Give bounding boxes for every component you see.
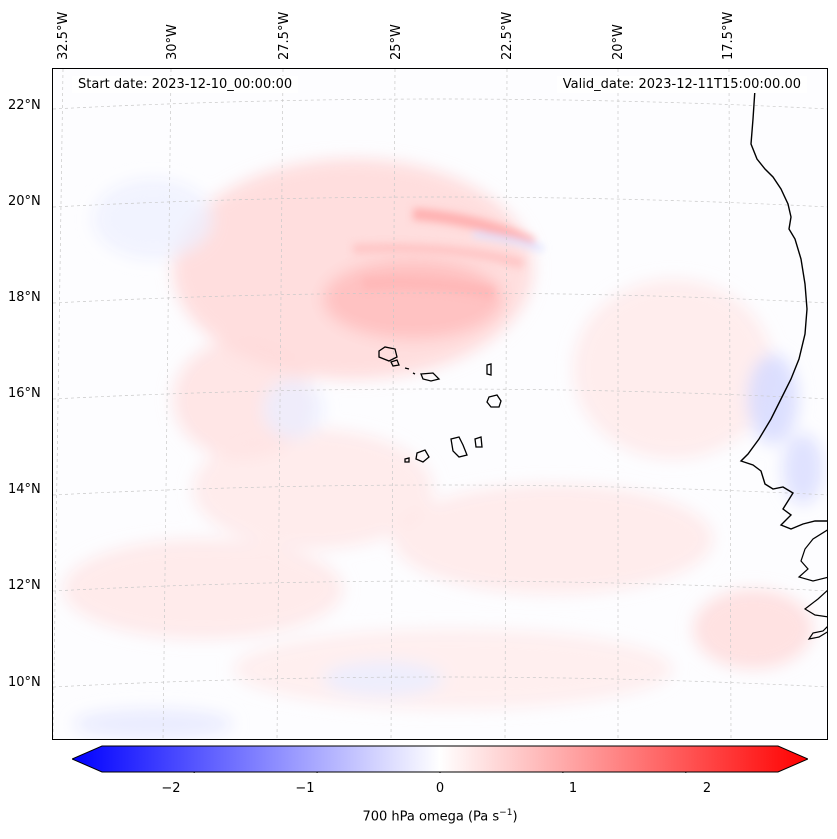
lon-label-4: 25°W bbox=[389, 24, 404, 60]
lon-label-3: 27.5°W bbox=[277, 11, 292, 60]
valid-date-label: Valid_date: 2023-12-11T15:00:00.00 bbox=[556, 76, 807, 93]
graticule bbox=[53, 69, 827, 739]
africa-coastline-south bbox=[797, 529, 827, 640]
lat-label-22: 22°N bbox=[8, 98, 41, 113]
lat-label-18: 18°N bbox=[8, 290, 41, 305]
cape-verde-islands bbox=[378, 346, 502, 463]
colorbar-tick-label: −2 bbox=[161, 781, 181, 796]
lat-label-16: 16°N bbox=[8, 386, 41, 401]
colorbar-tick-label: −1 bbox=[295, 781, 315, 796]
map-area bbox=[52, 68, 828, 740]
lon-label-5: 22.5°W bbox=[500, 11, 515, 60]
colorbar-bar bbox=[70, 745, 810, 773]
omega-shading bbox=[63, 159, 823, 739]
lat-label-20: 20°N bbox=[8, 194, 41, 209]
lon-label-2: 30°W bbox=[165, 24, 180, 60]
lon-label-1: 32.5°W bbox=[56, 11, 71, 60]
lon-label-7: 17.5°W bbox=[721, 11, 736, 60]
colorbar-tick-label: 0 bbox=[435, 781, 445, 796]
lat-label-14: 14°N bbox=[8, 482, 41, 497]
colorbar-tick-label: 2 bbox=[702, 781, 712, 796]
africa-coastline bbox=[739, 88, 827, 530]
lon-label-6: 20°W bbox=[611, 24, 626, 60]
colorbar-tick-label: 1 bbox=[568, 781, 578, 796]
colorbar bbox=[70, 745, 810, 776]
lat-label-10: 10°N bbox=[8, 675, 41, 690]
lat-label-12: 12°N bbox=[8, 578, 41, 593]
colorbar-title: 700 hPa omega (Pa s−1) bbox=[362, 808, 518, 825]
omega-field bbox=[53, 69, 827, 739]
colorbar-svg bbox=[70, 745, 810, 776]
omega-bands bbox=[352, 208, 544, 300]
start-date-label: Start date: 2023-12-10_00:00:00 bbox=[72, 76, 299, 93]
